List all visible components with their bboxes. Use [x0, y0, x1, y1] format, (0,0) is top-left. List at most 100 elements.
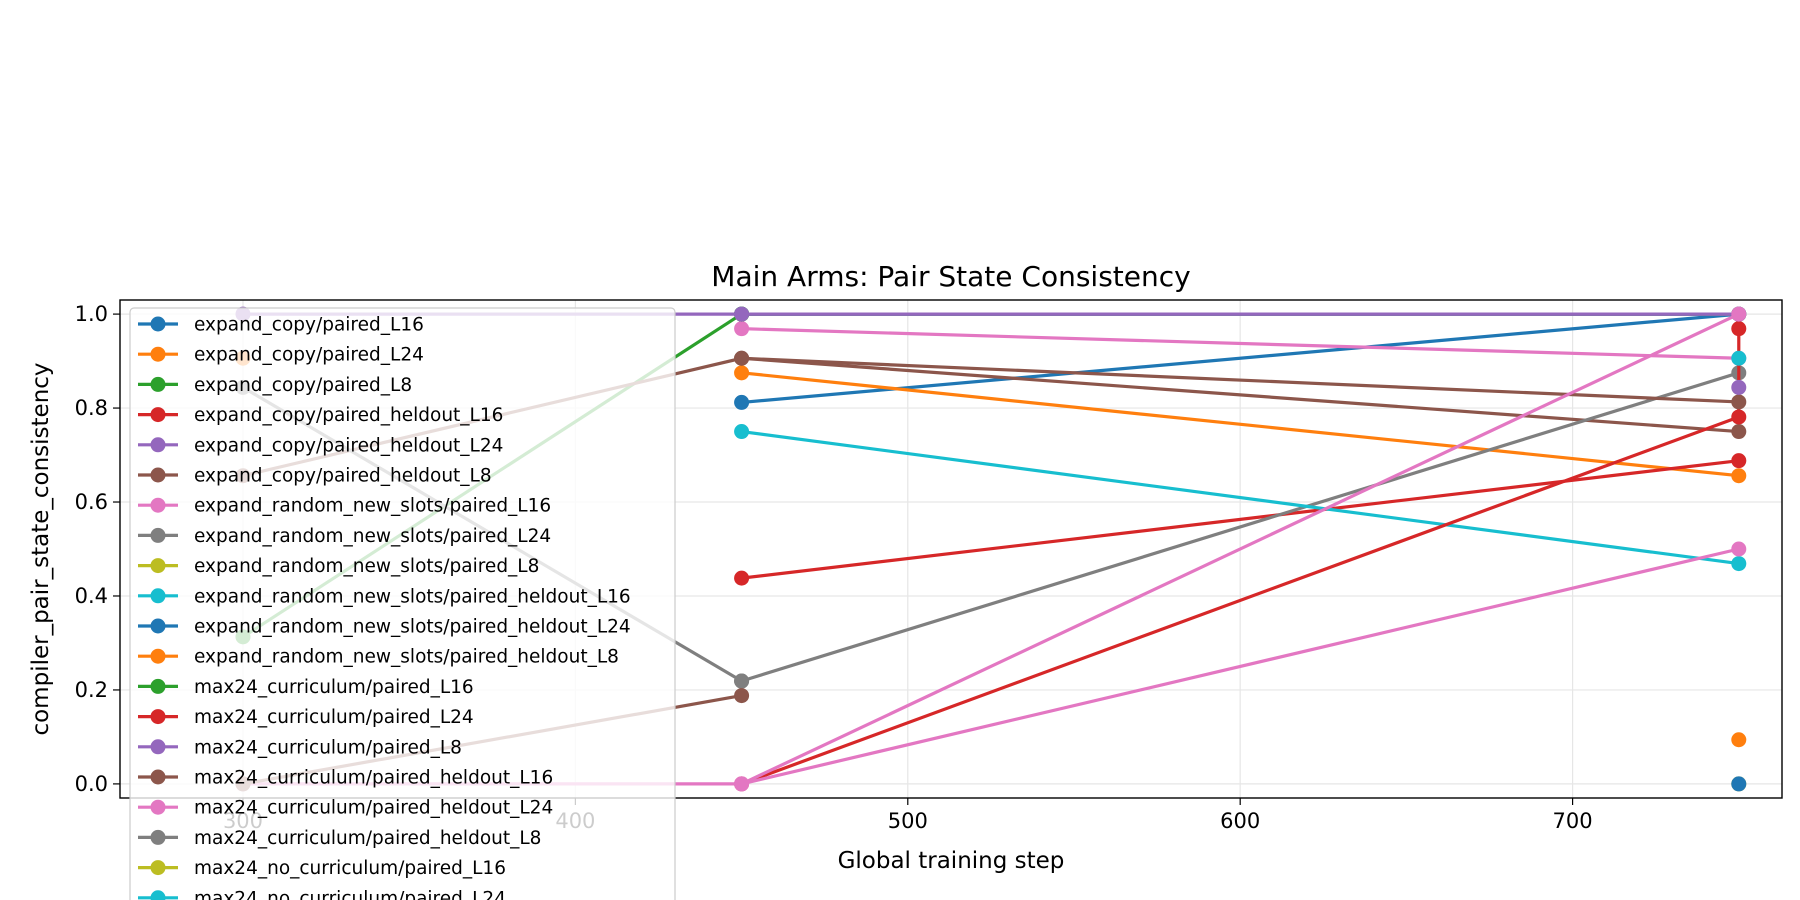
y-tick-label: 1.0: [75, 302, 108, 326]
legend-entry: expand_random_new_slots/paired_heldout_L…: [138, 617, 631, 638]
legend-entry: expand_copy/paired_L24: [138, 345, 424, 366]
data-point: [734, 394, 750, 410]
legend-label: expand_copy/paired_heldout_L16: [194, 405, 503, 426]
legend-marker: [150, 527, 166, 543]
data-point: [734, 570, 750, 586]
series-line: [741, 371, 1739, 478]
x-axis-label: Global training step: [838, 848, 1065, 874]
legend-entry: expand_copy/paired_heldout_L24: [138, 435, 503, 456]
data-point: [1731, 556, 1747, 572]
series: [734, 365, 1747, 484]
y-tick-label: 0.8: [75, 396, 108, 420]
data-point: [734, 688, 750, 704]
legend-label: expand_random_new_slots/paired_L8: [194, 556, 539, 577]
legend-label: max24_no_curriculum/paired_L16: [194, 858, 506, 879]
data-point: [1731, 409, 1747, 425]
legend-entry: expand_copy/paired_heldout_L8: [138, 466, 492, 487]
y-tick-label: 0.6: [75, 490, 108, 514]
series: [1731, 350, 1747, 366]
legend-entry: max24_curriculum/paired_L24: [138, 707, 474, 728]
legend-entry: max24_curriculum/paired_heldout_L8: [138, 828, 541, 849]
x-tick-label: 700: [1553, 809, 1593, 833]
data-point: [734, 776, 750, 792]
data-point: [1731, 394, 1747, 410]
legend-entry: max24_curriculum/paired_L16: [138, 677, 474, 698]
legend-box: [129, 307, 676, 900]
legend-marker: [150, 648, 166, 664]
series-line: [740, 312, 1740, 786]
legend-marker: [150, 799, 166, 815]
legend-entry: max24_curriculum/paired_L8: [138, 737, 462, 758]
legend-entry: expand_copy/paired_heldout_L16: [138, 405, 503, 426]
series-line: [741, 327, 1739, 360]
legend-label: max24_curriculum/paired_L24: [194, 707, 474, 728]
legend-label: max24_curriculum/paired_L8: [194, 737, 462, 758]
legend-label: expand_copy/paired_L16: [194, 315, 424, 336]
legend-marker: [150, 769, 166, 785]
legend-entry: max24_curriculum/paired_heldout_L24: [138, 798, 553, 819]
data-point: [734, 306, 750, 322]
legend-entry: max24_no_curriculum/paired_L24: [138, 888, 506, 900]
plot-frame: [119, 299, 1783, 799]
data-point: [1731, 321, 1747, 337]
series: [734, 424, 1747, 572]
y-tick-label: 0.2: [75, 678, 108, 702]
data-point: [1731, 306, 1747, 322]
data-point: [1731, 453, 1747, 469]
series: [734, 453, 1747, 586]
legend-label: expand_copy/paired_L8: [194, 375, 412, 396]
legend-entry: expand_random_new_slots/paired_L24: [138, 526, 551, 547]
legend-label: max24_curriculum/paired_heldout_L24: [194, 798, 553, 819]
y-tick-label: 0.4: [75, 584, 108, 608]
legend-entry: expand_copy/paired_L16: [138, 315, 424, 336]
y-axis-label: compiler_pair_state_consistency: [28, 362, 54, 735]
data-point: [734, 424, 750, 440]
legend-marker: [150, 829, 166, 845]
legend-label: expand_random_new_slots/paired_heldout_L…: [194, 647, 619, 668]
data-point: [1731, 776, 1747, 792]
data-point: [1731, 541, 1747, 557]
series-line: [741, 312, 1739, 405]
legend-entry: expand_random_new_slots/paired_heldout_L…: [138, 647, 619, 668]
series-line: [741, 429, 1739, 566]
data-point: [1731, 424, 1747, 440]
legend-marker: [150, 497, 166, 513]
series-line: [741, 356, 1739, 434]
data-point: [1731, 350, 1747, 366]
legend-entry: expand_copy/paired_L8: [138, 375, 412, 396]
legend-entry: expand_random_new_slots/paired_L16: [138, 496, 551, 517]
legend-marker: [150, 407, 166, 423]
series: [1731, 379, 1747, 395]
legend-label: max24_curriculum/paired_heldout_L16: [194, 768, 553, 789]
legend: expand_copy/paired_L16 expand_copy/paired…: [129, 307, 676, 900]
legend-marker: [150, 890, 166, 900]
legend-marker: [150, 437, 166, 453]
legend-entry: expand_random_new_slots/paired_L8: [138, 556, 539, 577]
x-tick-label: 600: [1220, 809, 1260, 833]
legend-marker: [150, 316, 166, 332]
y-tick-label: 0.0: [75, 772, 108, 796]
legend-label: expand_copy/paired_heldout_L8: [194, 466, 492, 487]
legend-marker: [150, 346, 166, 362]
legend-marker: [150, 709, 166, 725]
legend-entry: max24_no_curriculum/paired_L16: [138, 858, 506, 879]
legend-marker: [150, 860, 166, 876]
series: [1731, 776, 1747, 792]
legend-label: max24_no_curriculum/paired_L24: [194, 888, 506, 900]
legend-label: expand_copy/paired_heldout_L24: [194, 435, 503, 456]
legend-marker: [150, 376, 166, 392]
chart-title: Main Arms: Pair State Consistency: [711, 260, 1190, 293]
legend-label: expand_random_new_slots/paired_L24: [194, 526, 551, 547]
legend-label: expand_copy/paired_L24: [194, 345, 424, 366]
legend-marker: [150, 467, 166, 483]
data-point: [1731, 732, 1747, 748]
data-point: [734, 365, 750, 381]
data-point: [1731, 468, 1747, 484]
x-tick-label: 500: [888, 809, 928, 833]
legend-marker: [150, 558, 166, 574]
legend-label: max24_curriculum/paired_L16: [194, 677, 474, 698]
series: [734, 306, 1747, 792]
data-point: [1731, 379, 1747, 395]
legend-label: expand_random_new_slots/paired_heldout_L…: [194, 586, 631, 607]
